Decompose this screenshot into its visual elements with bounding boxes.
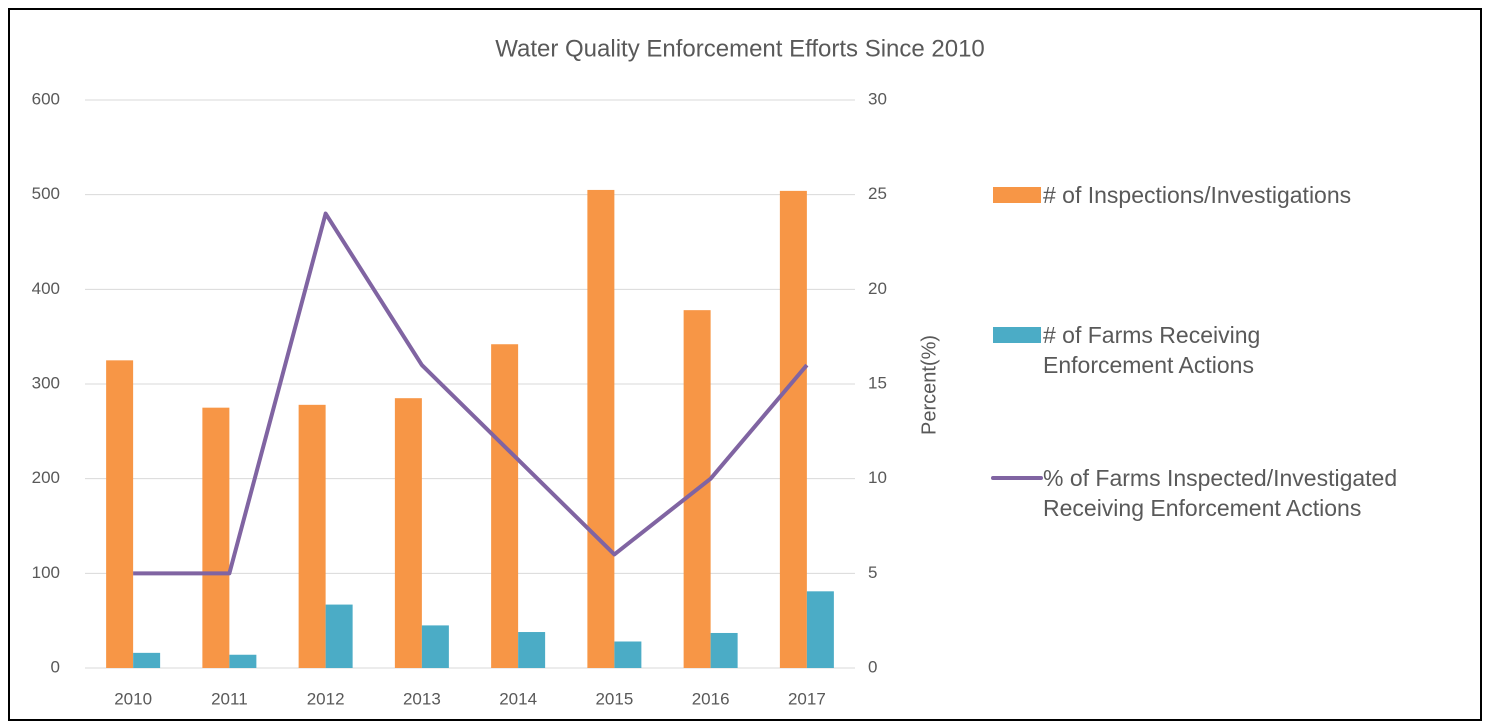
- bar: [133, 652, 161, 668]
- y2-tick-label: 5: [868, 563, 877, 582]
- legend-label: % of Farms Inspected/Investigated Receiv…: [1043, 465, 1398, 521]
- x-tick-label: 2013: [403, 689, 441, 708]
- y-tick-label: 500: [32, 184, 60, 203]
- x-tick-label: 2012: [307, 689, 345, 708]
- x-tick-label: 2016: [692, 689, 730, 708]
- bar: [202, 407, 230, 668]
- bar: [491, 344, 519, 668]
- y-tick-label: 600: [32, 89, 60, 108]
- y2-axis-label: Percent(%): [918, 335, 940, 435]
- bar: [394, 398, 422, 668]
- y-tick-label: 400: [32, 279, 60, 298]
- bar: [614, 641, 642, 668]
- legend-swatch: [993, 327, 1041, 343]
- x-tick-label: 2011: [211, 689, 248, 708]
- y2-tick-label: 15: [868, 373, 887, 392]
- x-tick-label: 2015: [595, 689, 633, 708]
- chart-frame: [8, 8, 1482, 721]
- y2-tick-label: 25: [868, 184, 887, 203]
- y2-tick-label: 30: [868, 89, 887, 108]
- bar: [806, 591, 834, 668]
- legend-swatch: [993, 187, 1041, 203]
- y-tick-label: 100: [32, 563, 60, 582]
- y2-tick-label: 10: [868, 468, 887, 487]
- bar: [229, 654, 257, 668]
- bar: [710, 632, 738, 668]
- bar: [325, 604, 353, 668]
- legend-label: # of Inspections/Investigations: [1043, 182, 1352, 208]
- y-tick-label: 300: [32, 373, 60, 392]
- bar: [779, 190, 807, 668]
- bar: [518, 632, 546, 668]
- y-tick-label: 0: [51, 657, 60, 676]
- y-tick-label: 200: [32, 468, 60, 487]
- x-tick-label: 2014: [499, 689, 537, 708]
- line: [133, 211, 809, 576]
- y2-tick-label: 20: [868, 279, 887, 298]
- legend-label: # of Farms Receiving Enforcement Actions: [1043, 322, 1261, 378]
- bar: [298, 404, 326, 668]
- x-tick-label: 2017: [788, 689, 826, 708]
- y2-tick-label: 0: [868, 657, 877, 676]
- x-tick-label: 2010: [114, 689, 152, 708]
- chart-title: Water Quality Enforcement Efforts Since …: [495, 35, 985, 62]
- bar: [106, 360, 134, 668]
- bar: [587, 189, 615, 668]
- bar: [421, 625, 449, 668]
